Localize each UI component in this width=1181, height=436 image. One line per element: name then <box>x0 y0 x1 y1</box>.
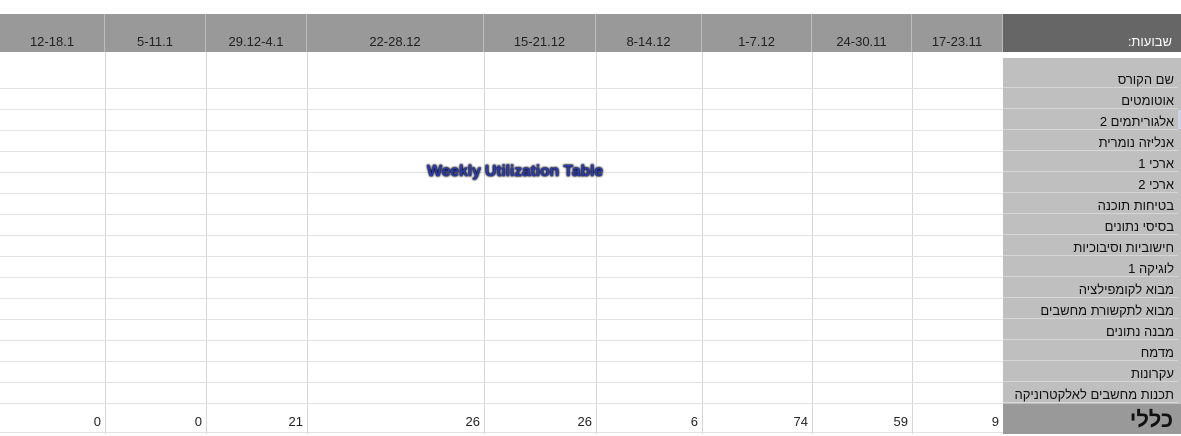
grid-line <box>0 256 1003 257</box>
course-label: מבנה נתונים <box>1105 324 1174 339</box>
grid-line <box>307 52 308 434</box>
course-label: מדמח <box>1140 345 1174 360</box>
selection-highlight <box>1178 110 1181 129</box>
course-cell[interactable]: ארכי 2 <box>1003 172 1178 193</box>
week-header-cell[interactable]: 22-28.12 <box>307 14 484 52</box>
grid-line <box>0 403 1003 404</box>
course-label: אנליזה נומרית <box>1098 135 1174 150</box>
total-cell[interactable]: 74 <box>793 414 808 429</box>
course-cell-header[interactable]: שם הקורס <box>1003 67 1178 88</box>
week-header-cell[interactable]: 29.12-4.1 <box>206 14 307 52</box>
grid-line <box>0 298 1003 299</box>
week-header-label: 1-7.12 <box>738 34 775 49</box>
total-cell[interactable]: 21 <box>288 414 303 429</box>
week-header-cell[interactable]: 24-30.11 <box>812 14 912 52</box>
week-header-label: 17-23.11 <box>931 34 983 49</box>
total-cell[interactable]: 6 <box>690 414 698 429</box>
grid-line <box>0 340 1003 341</box>
course-cell[interactable]: בטיחות תוכנה <box>1003 193 1178 214</box>
course-label: תכנות מחשבים לאלקטרוניקה <box>1014 387 1174 402</box>
course-cell[interactable]: אלגוריתמים 2 <box>1003 109 1178 130</box>
grid-line <box>0 88 1003 89</box>
course-label: לוגיקה 1 <box>1128 261 1174 276</box>
total-label: כללי <box>1129 407 1173 432</box>
course-label: בסיסי נתונים <box>1104 219 1174 234</box>
week-header-label: 29.12-4.1 <box>228 34 284 49</box>
grid-line <box>0 235 1003 236</box>
week-header-label: 15-21.12 <box>513 34 566 49</box>
course-label: אלגוריתמים 2 <box>1099 114 1174 129</box>
week-header-label: 22-28.12 <box>369 34 421 49</box>
grid-line <box>812 52 813 434</box>
total-cell[interactable]: 26 <box>465 414 480 429</box>
course-label: חישוביות וסיבוכיות <box>1073 240 1174 255</box>
grid-line <box>105 52 106 434</box>
grid-line <box>912 52 913 434</box>
table-title-overlay: Weekly Utilization Table <box>427 163 603 180</box>
course-label: עקרונות <box>1131 366 1174 381</box>
total-label-cell[interactable]: כללי <box>1003 404 1181 434</box>
course-cell[interactable]: עקרונות <box>1003 361 1178 382</box>
course-label: אוטומטים <box>1121 93 1174 108</box>
week-header-cell[interactable]: 8-14.12 <box>596 14 702 52</box>
grid-line <box>206 52 207 434</box>
grid-line <box>702 52 703 434</box>
total-cell[interactable]: 59 <box>893 414 908 429</box>
grid-line <box>0 151 1003 152</box>
week-header-label: 8-14.12 <box>626 34 671 49</box>
grid-line <box>0 382 1003 383</box>
course-cell[interactable]: ארכי 1 <box>1003 151 1178 172</box>
course-cell[interactable]: מבנה נתונים <box>1003 319 1178 340</box>
course-cell[interactable]: חישוביות וסיבוכיות <box>1003 235 1178 256</box>
grid-line <box>0 193 1003 194</box>
total-cell[interactable]: 0 <box>93 414 101 429</box>
course-cell[interactable]: בסיסי נתונים <box>1003 214 1178 235</box>
course-label: ארכי 1 <box>1138 156 1174 171</box>
week-header-cell[interactable]: 12-18.1 <box>0 14 105 52</box>
grid-line <box>0 130 1003 131</box>
course-cell[interactable]: מבוא לקומפילציה <box>1003 277 1178 298</box>
course-cell[interactable]: תכנות מחשבים לאלקטרוניקה <box>1003 382 1178 403</box>
course-column-background <box>1003 58 1181 404</box>
course-label: ארכי 2 <box>1138 177 1174 192</box>
course-cell[interactable]: מדמח <box>1003 340 1178 361</box>
grid-line <box>0 361 1003 362</box>
course-label: מבוא לקומפילציה <box>1078 282 1174 297</box>
total-cell[interactable]: 9 <box>991 414 999 429</box>
grid-line <box>0 277 1003 278</box>
week-header-cell[interactable]: 5-11.1 <box>105 14 206 52</box>
grid-line <box>0 319 1003 320</box>
total-cell[interactable]: 0 <box>194 414 202 429</box>
week-header-label: 24-30.11 <box>836 34 887 49</box>
week-header-cell[interactable]: 1-7.12 <box>702 14 812 52</box>
grid-line <box>596 52 597 434</box>
week-header-label: 5-11.1 <box>137 34 173 49</box>
total-cell[interactable]: 26 <box>577 414 592 429</box>
course-cell[interactable]: מבוא לתקשורת מחשבים <box>1003 298 1178 319</box>
course-label: שם הקורס <box>1117 72 1174 87</box>
course-cell[interactable]: לוגיקה 1 <box>1003 256 1178 277</box>
course-cell[interactable]: אוטומטים <box>1003 88 1178 109</box>
course-label: בטיחות תוכנה <box>1097 198 1174 213</box>
week-header-cell[interactable]: 15-21.12 <box>484 14 596 52</box>
week-header-label: 12-18.1 <box>29 34 75 49</box>
week-header-cell[interactable]: 17-23.11 <box>912 14 1003 52</box>
grid-line <box>0 109 1003 110</box>
grid-line <box>484 52 485 434</box>
grid-line <box>0 432 1003 433</box>
weeks-corner-cell[interactable]: שבועות: <box>1003 14 1181 52</box>
grid-line <box>0 214 1003 215</box>
course-column-gap <box>1003 52 1181 58</box>
course-label: מבוא לתקשורת מחשבים <box>1040 303 1174 318</box>
grid-line <box>0 172 1003 173</box>
course-cell[interactable]: אנליזה נומרית <box>1003 130 1178 151</box>
weeks-corner-label: שבועות: <box>1127 34 1172 49</box>
